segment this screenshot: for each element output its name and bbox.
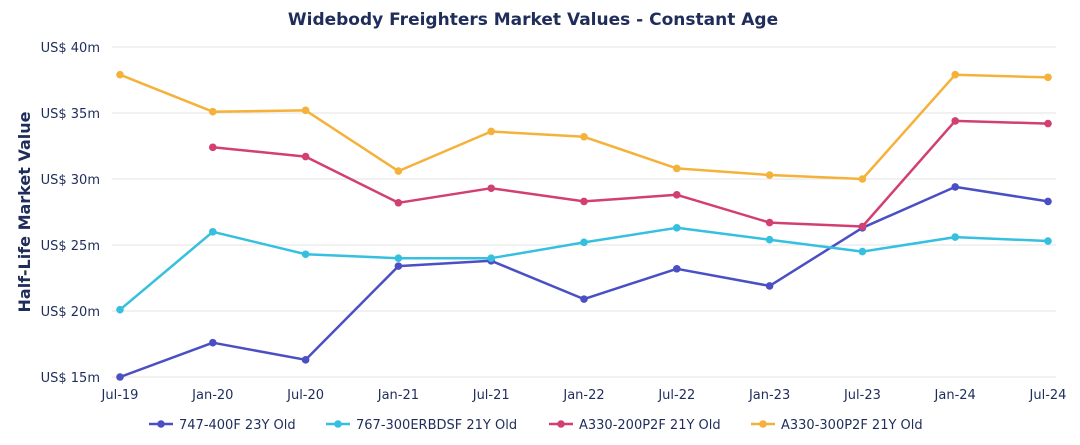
data-point (301, 356, 310, 364)
y-tick-label: US$ 15m (41, 371, 100, 386)
y-tick-label: US$ 30m (41, 173, 100, 188)
data-point (951, 70, 959, 79)
data-point (580, 132, 588, 141)
data-point (858, 247, 867, 256)
series-line (119, 185, 1049, 379)
legend-item: A330-200P2F 21Y Old (549, 418, 721, 433)
series-1 (116, 183, 1052, 381)
series-lines (116, 70, 1052, 381)
y-tick-label: US$ 40m (41, 41, 100, 56)
data-point (209, 338, 217, 347)
data-point (1044, 237, 1052, 245)
x-tick-label: Jul-21 (472, 388, 510, 403)
legend: 747-400F 23Y Old 767-300ERBDSF 21Y Old A33… (149, 418, 923, 433)
x-tick-label: Jan-22 (562, 388, 604, 403)
y-tick-label: US$ 20m (41, 305, 100, 320)
x-tick-label: Jan-23 (748, 388, 790, 403)
series-2 (116, 224, 1052, 314)
legend-label: A330-200P2F 21Y Old (579, 418, 721, 433)
series-line (212, 119, 1049, 228)
data-point (301, 106, 310, 115)
data-point (1044, 119, 1052, 128)
x-tick-label: Jul-24 (1029, 388, 1067, 403)
data-point (116, 305, 124, 314)
y-tick-label: US$ 35m (41, 107, 100, 122)
data-point (1044, 197, 1052, 206)
data-point (580, 238, 588, 247)
series-3 (209, 117, 1052, 231)
data-point (487, 127, 496, 136)
data-point (394, 198, 403, 207)
data-point (301, 152, 310, 161)
legend-item: 747-400F 23Y Old (149, 418, 296, 433)
x-tick-label: Jul-19 (101, 388, 139, 403)
data-point (487, 254, 496, 262)
data-point (116, 373, 124, 381)
data-point (673, 191, 681, 199)
x-axis-ticks: Jul-19 Jan-20 Jul-20 Jan-21 Jul-21 Jan-22 Jul-… (101, 388, 1067, 403)
data-point (394, 254, 403, 262)
gridlines (112, 46, 1056, 378)
legend-swatch-marker (157, 420, 165, 428)
data-point (951, 117, 959, 125)
x-tick-label: Jul-20 (286, 388, 324, 403)
data-point (858, 175, 867, 183)
data-point (580, 295, 588, 303)
series-4 (116, 70, 1052, 183)
legend-swatch-marker (557, 420, 565, 428)
data-point (673, 264, 681, 273)
data-point (951, 233, 959, 241)
data-point (765, 218, 774, 227)
legend-swatch-marker (334, 420, 342, 428)
data-point (487, 184, 496, 193)
data-point (209, 228, 217, 236)
data-point (765, 171, 774, 179)
x-tick-label: Jul-22 (657, 388, 695, 403)
data-point (394, 167, 403, 175)
data-point (209, 107, 217, 116)
legend-label: 767-300ERBDSF 21Y Old (356, 418, 517, 433)
chart-title: Widebody Freighters Market Values - Cons… (288, 10, 778, 30)
legend-swatch-marker (759, 420, 767, 428)
x-tick-label: Jan-21 (377, 388, 419, 403)
legend-label: A330-300P2F 21Y Old (781, 418, 923, 433)
data-point (858, 222, 867, 231)
data-point (673, 224, 681, 232)
data-point (394, 262, 403, 270)
data-point (209, 143, 217, 152)
data-point (580, 197, 588, 206)
y-axis-label: Half-Life Market Value (15, 111, 34, 312)
data-point (301, 250, 310, 259)
legend-item: A330-300P2F 21Y Old (751, 418, 923, 433)
legend-item: 767-300ERBDSF 21Y Old (326, 418, 517, 433)
data-point (1044, 73, 1052, 82)
data-point (116, 70, 124, 79)
x-tick-label: Jan-24 (934, 388, 976, 403)
x-tick-label: Jan-20 (191, 388, 233, 403)
data-point (951, 183, 959, 191)
data-point (765, 282, 774, 290)
x-tick-label: Jul-23 (843, 388, 881, 403)
legend-label: 747-400F 23Y Old (179, 418, 296, 433)
y-tick-label: US$ 25m (41, 239, 100, 254)
data-point (765, 235, 774, 244)
y-axis-ticks: US$ 15m US$ 20m US$ 25m US$ 30m US$ 35m US$ 4… (41, 41, 100, 386)
data-point (673, 164, 681, 173)
series-line (119, 73, 1049, 181)
